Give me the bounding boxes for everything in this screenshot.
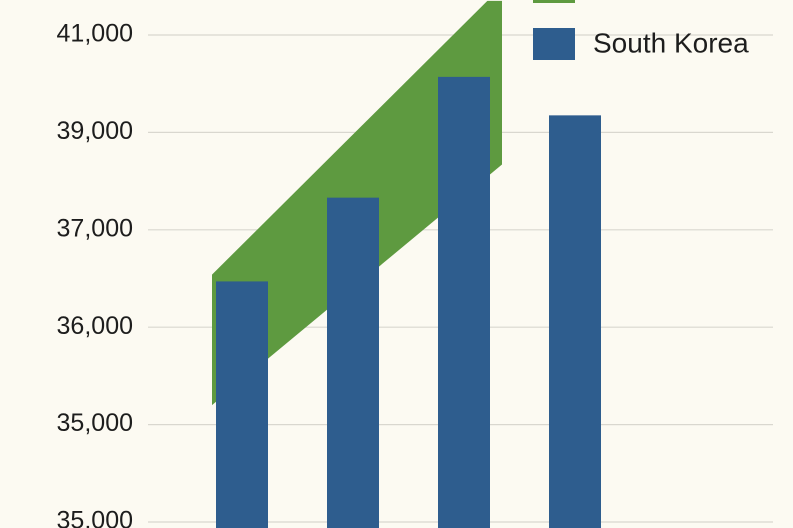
legend-swatch-band xyxy=(533,0,575,3)
y-tick-label: 35,000 xyxy=(57,507,133,528)
bars xyxy=(216,76,601,528)
bar xyxy=(549,115,601,528)
legend-swatch xyxy=(533,28,575,60)
y-tick-label: 41,000 xyxy=(57,20,133,48)
bar xyxy=(327,197,379,528)
y-tick-label: 36,000 xyxy=(57,312,133,340)
legend-label: South Korea xyxy=(593,27,749,58)
bar xyxy=(216,281,268,528)
y-tick-label: 39,000 xyxy=(57,117,133,145)
legend: South Korea xyxy=(533,0,749,60)
bar xyxy=(438,76,490,528)
y-tick-label: 35,000 xyxy=(57,409,133,437)
y-tick-label: 37,000 xyxy=(57,214,133,242)
